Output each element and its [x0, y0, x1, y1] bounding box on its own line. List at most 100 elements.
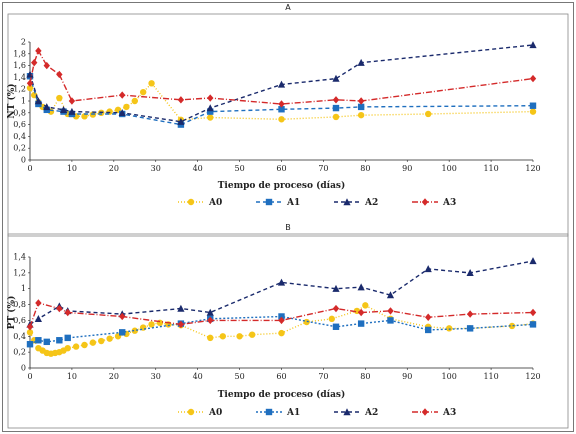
- data-point-a3: [119, 91, 126, 99]
- data-point-a2: [206, 308, 214, 316]
- x-tick-label: 80: [360, 164, 370, 173]
- data-point-a0: [81, 341, 88, 349]
- data-point-a2: [357, 58, 365, 66]
- x-tick-label: 50: [234, 164, 244, 173]
- data-point-a1: [357, 103, 365, 111]
- x-tick-label: 30: [151, 164, 161, 173]
- x-tick-label: 40: [193, 164, 203, 173]
- x-tick-label: 110: [483, 372, 498, 381]
- data-point-a1: [357, 320, 365, 327]
- data-point-a1: [64, 334, 71, 342]
- series-a0: [26, 302, 537, 357]
- data-point-a2: [332, 74, 340, 82]
- legend-marker-a1: [265, 408, 273, 416]
- series-a3: [26, 47, 537, 108]
- data-point-a3: [26, 323, 34, 331]
- data-point-a2: [357, 283, 365, 291]
- x-axis-label: Tiempo de proceso (días): [218, 180, 346, 191]
- y-tick-label: 1: [21, 97, 26, 106]
- x-tick-label: 50: [234, 372, 244, 381]
- y-tick-label: 0,6: [13, 120, 26, 129]
- data-point-a2: [466, 269, 474, 277]
- x-tick-label: 40: [193, 372, 203, 381]
- data-point-a3: [35, 299, 42, 307]
- data-point-a1: [529, 102, 537, 109]
- data-point-a2: [529, 257, 537, 265]
- x-tick-label: 100: [442, 164, 457, 173]
- data-point-a2: [332, 284, 340, 292]
- data-point-a3: [529, 308, 537, 317]
- legend-label-a1: A1: [286, 408, 300, 418]
- data-point-a0: [278, 329, 285, 337]
- legend-label-a2: A2: [364, 198, 378, 208]
- y-tick-label: 1,8: [13, 49, 26, 58]
- data-point-a1: [529, 321, 537, 328]
- data-point-a0: [529, 108, 537, 115]
- data-point-a0: [139, 88, 147, 96]
- data-point-a0: [81, 113, 88, 120]
- data-point-a3: [177, 320, 185, 329]
- x-tick-label: 10: [67, 372, 77, 381]
- y-tick-label: 0,8: [13, 300, 26, 309]
- legend-label-a0: A0: [208, 198, 222, 208]
- data-point-a0: [64, 344, 71, 352]
- legend-label-a1: A1: [286, 198, 300, 208]
- data-point-a0: [328, 315, 335, 323]
- data-point-a0: [89, 339, 97, 346]
- legend: A0 A1 A2 A3: [178, 408, 456, 418]
- data-point-a0: [219, 333, 227, 340]
- data-point-a3: [56, 304, 63, 313]
- data-point-a0: [26, 84, 34, 92]
- data-point-a0: [248, 331, 256, 338]
- data-point-a2: [424, 265, 432, 273]
- series-line-a0: [29, 304, 534, 355]
- data-point-a1: [278, 313, 285, 320]
- series-a2: [26, 41, 537, 125]
- x-tick-label: 60: [276, 372, 286, 381]
- legend-marker-a2: [343, 198, 351, 206]
- data-point-a0: [207, 334, 214, 342]
- y-tick-label: 1: [21, 284, 26, 293]
- data-point-a3: [68, 97, 76, 105]
- data-point-a2: [59, 106, 68, 114]
- data-point-a3: [30, 58, 38, 67]
- data-point-a2: [177, 304, 185, 312]
- y-tick-label: 1,2: [13, 85, 26, 94]
- legend-marker-a2: [343, 408, 351, 416]
- x-tick-label: 120: [525, 372, 540, 381]
- data-point-a1: [278, 106, 285, 113]
- data-point-a0: [131, 327, 138, 334]
- data-point-a1: [387, 317, 394, 324]
- x-tick-label: 20: [109, 372, 119, 381]
- data-point-a0: [148, 80, 155, 87]
- y-tick-label: 1,6: [13, 61, 26, 70]
- data-point-a2: [34, 97, 42, 105]
- data-point-a3: [387, 307, 394, 315]
- data-point-a0: [332, 113, 340, 121]
- y-axis-label: NT (%): [6, 83, 17, 118]
- data-point-a0: [303, 318, 310, 326]
- data-point-a3: [278, 316, 285, 325]
- x-tick-label: 120: [525, 164, 540, 173]
- data-point-a2: [43, 103, 51, 111]
- data-point-a0: [98, 337, 105, 345]
- data-point-a0: [106, 108, 113, 115]
- data-point-a3: [26, 79, 34, 87]
- legend-marker-a0: [187, 408, 195, 416]
- legend-marker-a3: [421, 198, 429, 206]
- data-point-a2: [529, 41, 537, 49]
- y-tick-label: 0,4: [13, 132, 26, 141]
- x-tick-label: 100: [442, 372, 457, 381]
- y-tick-label: 1,4: [13, 253, 26, 262]
- data-point-a3: [207, 316, 214, 325]
- series-a3: [26, 299, 537, 331]
- data-point-a2: [177, 117, 185, 125]
- legend: A0 A1 A2 A3: [178, 198, 456, 208]
- data-point-a0: [26, 329, 34, 336]
- chart-panel-b: B 0 0,2 0,4 0,6 0,8 1 1,2 1,4 0 10 20 30 40 50 60 70 80 90…: [6, 223, 569, 429]
- data-point-a3: [357, 97, 365, 105]
- y-tick-label: 0: [21, 156, 26, 165]
- data-point-a3: [56, 70, 63, 79]
- data-point-a0: [131, 97, 138, 105]
